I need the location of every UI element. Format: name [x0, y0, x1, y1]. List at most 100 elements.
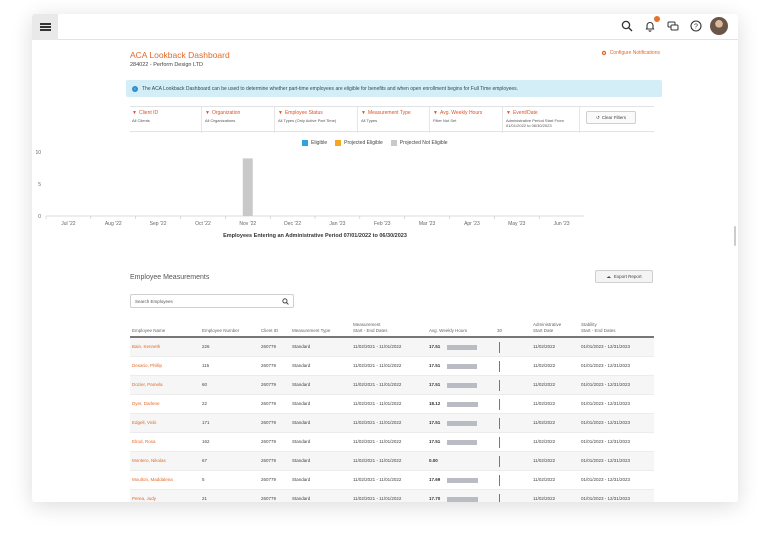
y-tick-label: 0 — [38, 214, 41, 220]
clear-filters-button[interactable]: ↺ Clear Filters — [586, 111, 636, 124]
column-header-type[interactable]: Measurement Type — [292, 327, 331, 333]
employee-number: 115 — [202, 363, 210, 368]
table-row[interactable]: Desario, Phillip 115 260779 Standard 11/02/2… — [130, 357, 654, 376]
client-id: 260779 — [261, 439, 277, 444]
client-id: 260779 — [261, 458, 277, 463]
filter-label: Measurement Type — [367, 110, 411, 116]
x-tick-label: Oct '22 — [195, 221, 211, 227]
export-report-button[interactable]: ☁ Export Report — [595, 270, 653, 283]
legend-item-projected-not-eligible[interactable]: Projected Not Eligible — [390, 140, 448, 146]
table-row[interactable]: Moulton, Maddalena 5 260779 Standard 11/02/2… — [130, 471, 654, 490]
measurement-type: Standard — [292, 363, 311, 368]
filter-client-id[interactable]: ▼ Client ID All Clients — [130, 107, 202, 133]
threshold-line — [499, 399, 500, 410]
measurement-dates: 11/02/2021 - 11/01/2022 — [353, 401, 402, 406]
column-header-name[interactable]: Employee Name — [132, 327, 166, 333]
filter-icon: ▼ — [506, 110, 511, 116]
column-header-stability-bottom: Start - End Dates — [581, 327, 616, 333]
threshold-line — [499, 475, 500, 486]
chat-icon[interactable] — [664, 18, 681, 35]
employee-name-link[interactable]: Moulton, Maddalena — [132, 477, 173, 482]
column-header-hours[interactable]: Avg. Weekly Hours — [429, 327, 468, 333]
avg-weekly-hours: 17.69 — [429, 477, 441, 482]
x-tick-label: Apr '23 — [464, 221, 480, 227]
employee-number: 21 — [202, 496, 208, 501]
column-header-measurement-bottom: Start - End Dates — [353, 327, 388, 333]
column-header-measurement[interactable]: Measurement Start - End Dates — [353, 322, 388, 333]
column-header-number[interactable]: Employee Number — [202, 327, 240, 333]
page-title: ACA Lookback Dashboard — [130, 50, 230, 60]
employee-name-link[interactable]: Edgell, Vicki — [132, 420, 157, 425]
admin-start-date: 11/02/2022 — [533, 458, 556, 463]
info-banner: i The ACA Lookback Dashboard can be used… — [126, 80, 662, 97]
search-icon[interactable] — [618, 18, 635, 35]
measurement-type: Standard — [292, 439, 311, 444]
bar[interactable] — [242, 158, 253, 216]
filter-avg-weekly-hours[interactable]: ▼ Avg. Weekly Hours Filter Not Set — [431, 107, 503, 133]
filter-value: All Types (Only Active Part Time) — [278, 118, 337, 123]
avg-weekly-hours: 17.51 — [429, 344, 441, 349]
measurement-dates: 11/02/2021 - 11/01/2022 — [353, 496, 402, 501]
info-text: The ACA Lookback Dashboard can be used t… — [142, 85, 519, 92]
filter-employee-status[interactable]: ▼ Employee Status All Types (Only Active … — [276, 107, 358, 133]
gear-icon — [601, 50, 606, 56]
legend-label: Eligible — [311, 140, 328, 146]
filter-bar: ▼ Client ID All Clients ▼ Organization All… — [130, 106, 654, 133]
filter-organization[interactable]: ▼ Organization All Organizations — [203, 107, 275, 133]
employee-name-link[interactable]: Elrod, Rosa — [132, 439, 156, 444]
export-report-label: Export Report — [613, 274, 642, 279]
legend-item-projected-eligible[interactable]: Projected Eligible — [335, 140, 383, 146]
search-input[interactable]: Search Employees — [130, 294, 294, 308]
filter-icon: ▼ — [205, 110, 210, 116]
threshold-line — [499, 437, 500, 448]
table-row[interactable]: Perea, Judy 21 260779 Standard 11/02/2021 - … — [130, 490, 654, 502]
employee-name-link[interactable]: Bain, Kenneth — [132, 344, 161, 349]
app-window: ? 0 5 10 Jul '22 Aug '22 Sep '22 Oct '22 Nov '2… — [32, 14, 738, 502]
scrollbar[interactable] — [734, 226, 736, 246]
table-row[interactable]: Bain, Kenneth 226 260779 Standard 11/02/2021… — [130, 338, 654, 357]
measurement-dates: 11/02/2021 - 11/01/2022 — [353, 382, 402, 387]
employee-name-link[interactable]: Perea, Judy — [132, 496, 157, 501]
table-row[interactable]: Dyer, Darlene 22 260779 Standard 11/02/2021 … — [130, 395, 654, 414]
x-tick-label: Jan '23 — [329, 221, 345, 227]
top-icons: ? — [618, 15, 728, 35]
column-header-client[interactable]: Client ID — [261, 327, 279, 333]
column-header-admin[interactable]: Administrative Start Date — [533, 322, 561, 333]
filter-label: Client ID — [138, 110, 159, 116]
configure-notifications-link[interactable]: Configure Notifications — [601, 50, 660, 56]
avatar[interactable] — [710, 17, 728, 35]
threshold-line — [499, 494, 500, 502]
employee-number: 162 — [202, 439, 210, 444]
column-header-stability[interactable]: Stability Start - End Dates — [581, 322, 616, 333]
employee-name-link[interactable]: Dozier, Pamela — [132, 382, 163, 387]
avg-weekly-hours: 17.51 — [429, 363, 441, 368]
table-row[interactable]: Montero, Nikolas 67 260779 Standard 11/02/20… — [130, 452, 654, 471]
legend-item-eligible[interactable]: Eligible — [302, 140, 327, 146]
hours-bar — [447, 440, 477, 445]
employee-name-link[interactable]: Montero, Nikolas — [132, 458, 166, 463]
employee-number: 60 — [202, 382, 208, 387]
employee-name-link[interactable]: Desario, Phillip — [132, 363, 163, 368]
help-icon[interactable]: ? — [687, 18, 704, 35]
menu-button[interactable] — [32, 14, 58, 40]
employee-name-link[interactable]: Dyer, Darlene — [132, 401, 160, 406]
bar-chart: 0 5 10 Jul '22 Aug '22 Sep '22 Oct '22 Nov '22 D… — [35, 150, 584, 239]
client-id: 260779 — [261, 363, 277, 368]
avg-weekly-hours: 0.00 — [429, 458, 438, 463]
bell-icon[interactable] — [641, 15, 660, 35]
stability-dates: 01/01/2023 - 12/31/2023 — [581, 363, 631, 368]
page-subtitle: 284022 - Perform Design LTD — [130, 62, 203, 68]
hours-bar — [447, 497, 478, 502]
filter-event-date[interactable]: ▼ Event/Date Administrative Period Start … — [504, 107, 580, 133]
measurement-dates: 11/02/2021 - 11/01/2022 — [353, 344, 402, 349]
filter-measurement-type[interactable]: ▼ Measurement Type All Types — [359, 107, 430, 133]
stability-dates: 01/01/2023 - 12/31/2023 — [581, 382, 631, 387]
table-row[interactable]: Elrod, Rosa 162 260779 Standard 11/02/2021 -… — [130, 433, 654, 452]
filter-value: All Types — [361, 118, 378, 123]
filter-icon: ▼ — [132, 110, 137, 116]
top-bar: ? — [32, 14, 738, 40]
x-tick-label: Jul '22 — [61, 221, 76, 227]
configure-notifications-label: Configure Notifications — [609, 50, 660, 56]
table-row[interactable]: Dozier, Pamela 60 260779 Standard 11/02/2021… — [130, 376, 654, 395]
table-row[interactable]: Edgell, Vicki 171 260779 Standard 11/02/2021… — [130, 414, 654, 433]
